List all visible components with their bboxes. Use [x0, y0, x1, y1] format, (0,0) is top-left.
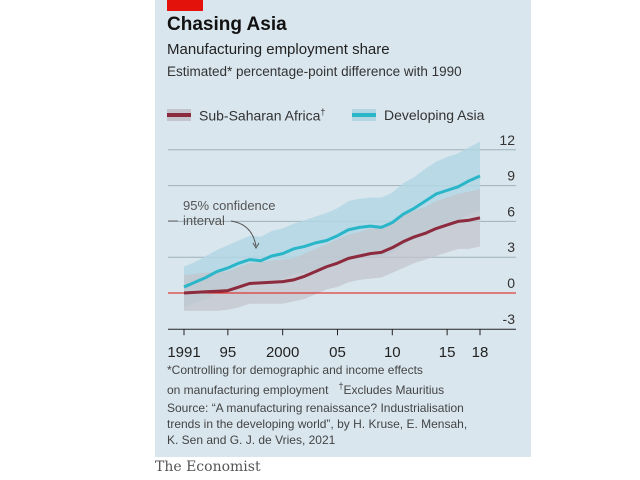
annotation-text: 95% confidence: [183, 198, 276, 213]
brand-tag: [167, 0, 203, 11]
legend-label-africa: Sub-Saharan Africa†: [199, 107, 326, 124]
x-tick-label: 95: [220, 344, 237, 361]
x-tick-label: 10: [384, 344, 401, 361]
source-note: Source: “A manufacturing renaissance? In…: [167, 401, 468, 447]
x-tick-label: 1991: [167, 344, 200, 361]
chart-subtitle: Manufacturing employment share: [167, 41, 390, 58]
annotation-arrowhead: [252, 242, 260, 249]
y-tick-label: 3: [507, 239, 515, 255]
y-tick-label: 0: [507, 275, 515, 291]
series-line-africa: [183, 216, 481, 295]
legend-swatch-africa: [167, 109, 191, 122]
y-tick-label: 9: [507, 168, 515, 184]
legend-item-africa: Sub-Saharan Africa†: [167, 107, 325, 124]
publisher-logo: The Economist: [155, 459, 261, 475]
footnote: *Controlling for demographic and income …: [167, 363, 445, 397]
annotation-text: interval: [183, 213, 225, 228]
series-line-asia: [183, 174, 481, 289]
x-tick-label: 2000: [266, 344, 299, 361]
confidence-band-africa: [184, 189, 480, 311]
legend-item-asia: Developing Asia: [352, 107, 484, 123]
y-tick-label: 12: [499, 132, 515, 148]
chart-title: Chasing Asia: [167, 14, 287, 35]
y-tick-label: 6: [507, 203, 515, 219]
x-tick-label: 05: [329, 344, 346, 361]
x-tick-label: 18: [472, 344, 489, 361]
x-tick-label: 15: [439, 344, 456, 361]
legend-swatch-asia: [352, 109, 376, 121]
legend-label-asia: Developing Asia: [384, 107, 485, 123]
chart-subtitle-2: Estimated* percentage-point difference w…: [167, 64, 462, 79]
y-tick-label: -3: [503, 311, 516, 327]
annotation-arrow: [230, 220, 257, 247]
